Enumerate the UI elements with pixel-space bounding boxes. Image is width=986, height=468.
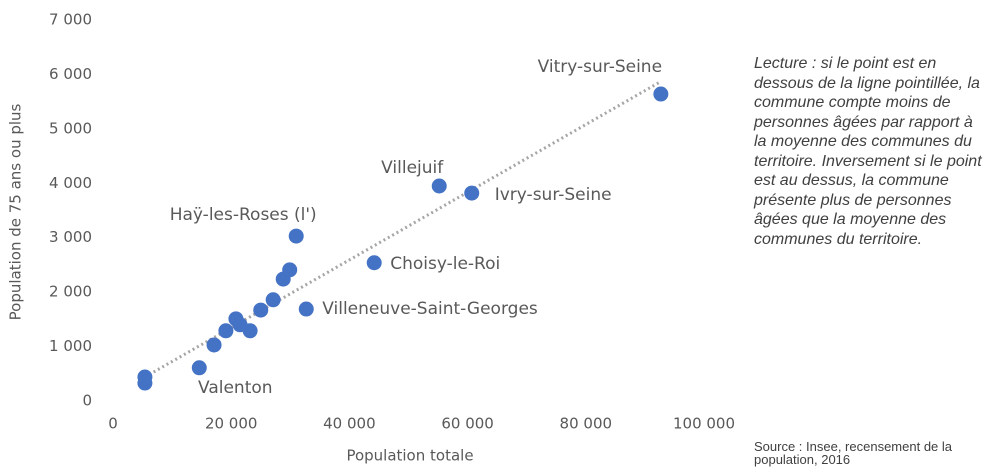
point (206, 337, 222, 353)
point (218, 323, 234, 339)
point (137, 369, 153, 385)
y-tick-label: 4 000 (49, 174, 92, 192)
point (431, 178, 447, 194)
chart: Population totale Population de 75 ans o… (7, 11, 736, 465)
y-tick-label: 3 000 (49, 228, 92, 246)
point-label: Villejuif (381, 158, 444, 178)
point (464, 185, 480, 201)
point (253, 302, 269, 318)
point-label: Ivry-sur-Seine (495, 185, 612, 205)
trendline (144, 80, 662, 379)
point (242, 323, 258, 339)
y-tick-label: 6 000 (49, 65, 92, 83)
x-axis-title: Population totale (346, 447, 473, 465)
point (191, 360, 207, 376)
y-tick-label: 0 (82, 392, 92, 410)
point (288, 228, 304, 244)
x-tick-label: 80 000 (560, 415, 613, 433)
x-tick-label: 60 000 (441, 415, 494, 433)
y-axis-title: Population de 75 ans ou plus (7, 103, 25, 320)
x-tick-label: 20 000 (205, 415, 258, 433)
point-label: Vitry-sur-Seine (538, 57, 662, 77)
point-label: Haÿ-les-Roses (l') (170, 205, 317, 225)
point (366, 255, 382, 271)
point (282, 262, 298, 278)
point-label: Villeneuve-Saint-Georges (322, 299, 538, 319)
point-label: Choisy-le-Roi (390, 254, 500, 274)
point-label: Valenton (198, 378, 273, 398)
source: Source : Insee, recensement de la popula… (754, 439, 953, 467)
y-tick-label: 7 000 (49, 11, 92, 29)
y-tick-label: 1 000 (49, 337, 92, 355)
point (653, 86, 669, 102)
x-tick-label: 100 000 (673, 415, 735, 433)
x-tick-label: 40 000 (323, 415, 376, 433)
point (265, 292, 281, 308)
y-tick-label: 5 000 (49, 119, 92, 137)
y-tick-label: 2 000 (49, 283, 92, 301)
point (298, 301, 314, 317)
annotation: Lecture : si le point est en dessous de … (754, 55, 982, 248)
x-tick-label: 0 (108, 415, 118, 433)
